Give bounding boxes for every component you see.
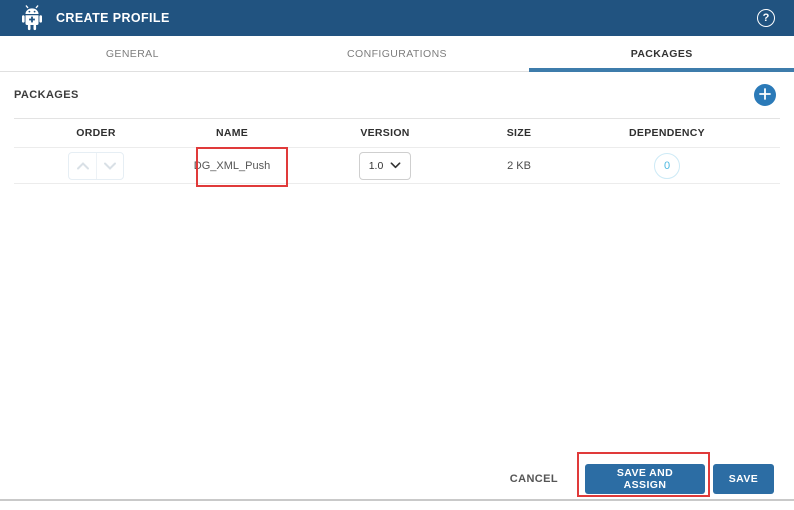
tab-configurations[interactable]: CONFIGURATIONS — [265, 36, 530, 71]
packages-table: ORDER NAME VERSION SIZE DEPENDENCY — [14, 118, 780, 184]
help-icon[interactable]: ? — [757, 9, 775, 27]
order-cell — [14, 151, 178, 180]
dependency-cell: 0 — [554, 152, 780, 179]
move-up-button[interactable] — [69, 153, 96, 179]
save-button[interactable]: SAVE — [713, 464, 774, 494]
dependency-count-badge[interactable]: 0 — [654, 152, 680, 179]
packages-table-header: ORDER NAME VERSION SIZE DEPENDENCY — [14, 118, 780, 148]
version-cell: 1.0 — [286, 151, 484, 180]
chevron-down-icon — [103, 158, 117, 173]
col-header-dependency: DEPENDENCY — [629, 127, 705, 139]
window-title: CREATE PROFILE — [56, 11, 170, 25]
bottom-divider — [0, 499, 794, 501]
table-row: DG_XML_Push 1.0 2 KB 0 — [14, 148, 780, 184]
tab-general-label: GENERAL — [105, 47, 159, 60]
col-header-size: SIZE — [506, 127, 532, 139]
plus-icon — [759, 87, 771, 103]
size-cell: 2 KB — [484, 160, 554, 172]
titlebar: CREATE PROFILE ? — [0, 0, 794, 36]
cancel-button[interactable]: CANCEL — [509, 473, 558, 485]
version-select[interactable]: 1.0 — [358, 151, 412, 180]
move-down-button[interactable] — [96, 152, 123, 179]
add-package-button[interactable] — [754, 84, 776, 106]
tab-packages[interactable]: PACKAGES — [529, 36, 794, 72]
tab-configurations-label: CONFIGURATIONS — [347, 47, 447, 60]
order-control — [68, 151, 124, 180]
packages-section-header: PACKAGES — [0, 72, 794, 118]
package-size: 2 KB — [507, 159, 531, 172]
tab-bar: GENERAL CONFIGURATIONS PACKAGES — [0, 36, 794, 72]
package-name: DG_XML_Push — [193, 159, 271, 172]
footer-actions: CANCEL SAVE AND ASSIGN SAVE — [510, 464, 774, 494]
version-value: 1.0 — [368, 159, 384, 172]
chevron-down-icon — [390, 160, 401, 172]
name-cell: DG_XML_Push — [178, 160, 286, 172]
chevron-up-icon — [76, 158, 90, 173]
tab-general[interactable]: GENERAL — [0, 36, 265, 71]
col-header-version: VERSION — [360, 127, 410, 139]
save-and-assign-button[interactable]: SAVE AND ASSIGN — [585, 464, 705, 494]
tab-packages-label: PACKAGES — [630, 47, 693, 60]
packages-section-label: PACKAGES — [14, 89, 79, 101]
col-header-order: ORDER — [76, 127, 116, 139]
android-add-icon — [19, 5, 45, 31]
col-header-name: NAME — [215, 127, 249, 139]
